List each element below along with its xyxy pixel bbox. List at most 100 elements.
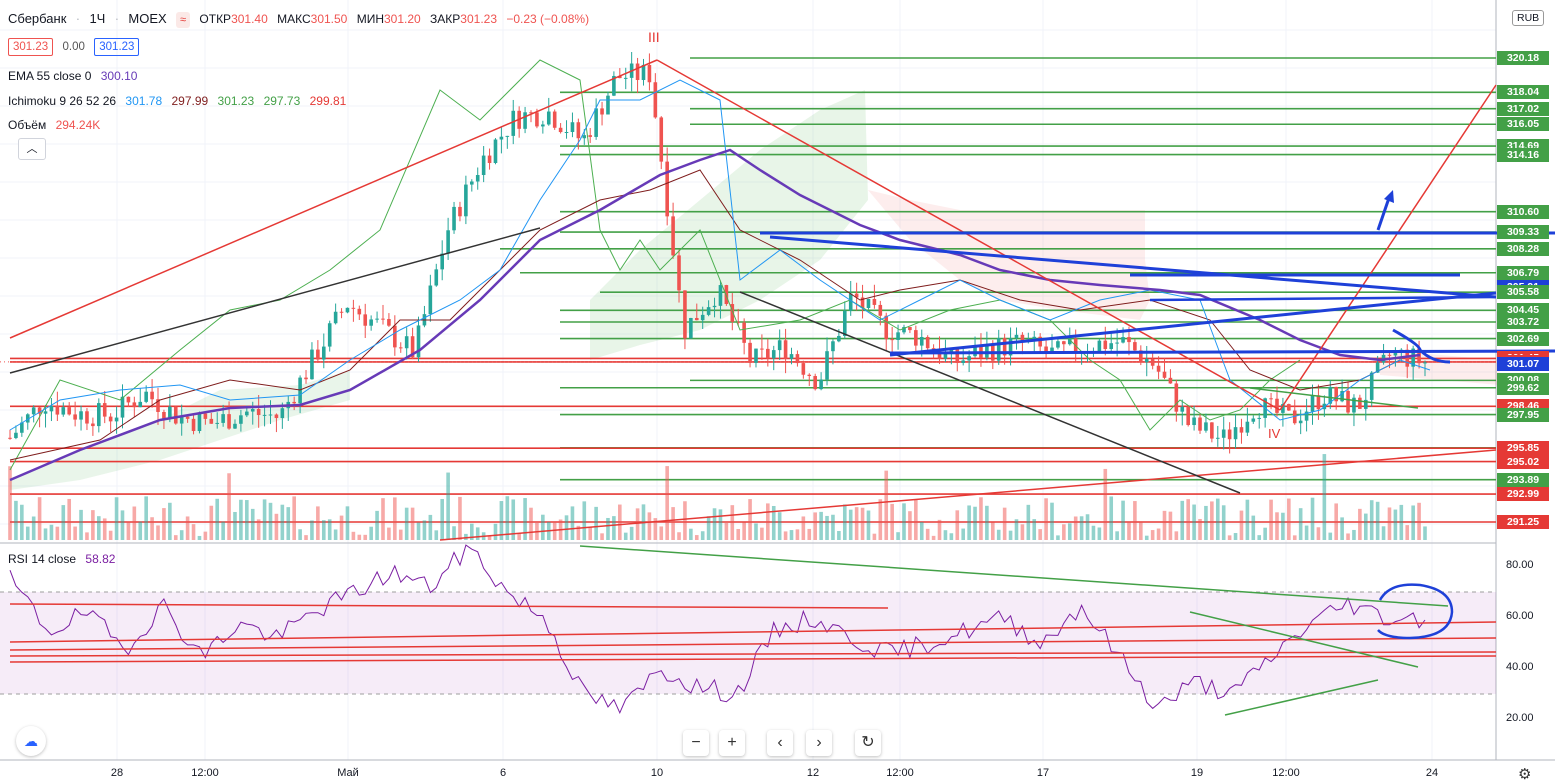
candle-body: [1411, 348, 1415, 367]
volume-bar: [848, 509, 853, 540]
volume-bar: [191, 524, 196, 540]
volume-bar: [706, 516, 711, 540]
candle-body: [860, 297, 865, 308]
volume-bar: [1363, 513, 1368, 540]
volume-bar: [1097, 527, 1102, 540]
candle-body: [333, 311, 338, 324]
candle-body: [1204, 422, 1208, 431]
volume-bar: [902, 503, 906, 540]
time-label: 12:00: [191, 767, 219, 779]
ema-legend[interactable]: EMA 55 close 0 300.10: [8, 68, 143, 84]
rsi-axis-40: 40.00: [1506, 661, 1534, 673]
candle-body: [150, 391, 154, 400]
rsi-legend[interactable]: RSI 14 close 58.82: [8, 551, 121, 567]
volume-bar: [600, 533, 604, 540]
compare-icon[interactable]: ≈: [176, 12, 191, 28]
volume-bar: [736, 528, 741, 540]
scroll-right-button[interactable]: ›: [806, 730, 832, 756]
volume-bar: [132, 506, 137, 540]
scroll-left-button[interactable]: ‹: [767, 730, 793, 756]
candle-body: [908, 327, 912, 331]
candle-body: [1050, 347, 1054, 352]
candle-body: [1269, 398, 1273, 400]
volume-bar: [623, 532, 628, 540]
open-value: 301.40: [231, 12, 268, 26]
price-axis-label: 318.04: [1497, 85, 1549, 100]
candle-body: [943, 352, 948, 359]
rsi-axis-60: 60.00: [1506, 610, 1534, 622]
volume-bar: [31, 516, 36, 540]
time-label: 28: [110, 767, 124, 779]
ichimoku-legend[interactable]: Ichimoku 9 26 52 26 301.78 297.99 301.23…: [8, 93, 352, 109]
trendline-red-long: [439, 449, 1497, 541]
candle-body: [1210, 422, 1214, 439]
rsi-band: [0, 592, 1496, 694]
candle-body: [541, 124, 545, 127]
volume-bar: [1387, 507, 1392, 540]
candle-body: [37, 407, 42, 414]
price-axis-label: 306.79: [1497, 265, 1549, 280]
buy-button[interactable]: 301.23: [94, 38, 140, 56]
candle-body: [754, 348, 758, 363]
volume-bar: [582, 501, 587, 540]
volume-bar: [1263, 527, 1267, 540]
volume-bar: [25, 526, 30, 540]
candle-body: [600, 108, 604, 115]
volume-bar: [908, 511, 912, 540]
candle-body: [742, 322, 746, 343]
price-axis-label: 292.99: [1497, 487, 1549, 502]
tradingview-logo[interactable]: ☁: [16, 726, 46, 756]
candle-body: [1174, 383, 1179, 412]
volume-bar: [943, 530, 948, 540]
collapse-legend-button[interactable]: ︿: [18, 138, 46, 160]
sell-button[interactable]: 301.23: [8, 38, 54, 56]
candle-body: [221, 414, 225, 423]
candle-body: [1115, 342, 1119, 344]
candle-body: [363, 314, 368, 326]
candle-body: [996, 338, 1001, 361]
volume-bar: [49, 524, 54, 540]
time-label: 17: [1036, 767, 1050, 779]
volume-legend[interactable]: Объём 294.24K: [8, 117, 106, 133]
zoom-out-button[interactable]: −: [683, 730, 709, 756]
volume-bar: [588, 527, 593, 540]
trendline-blue-bottom: [889, 349, 1555, 355]
candle-body: [162, 411, 166, 419]
rsi-line: [9, 544, 1426, 715]
volume-bar: [529, 507, 533, 540]
currency-badge[interactable]: RUB: [1512, 10, 1545, 26]
volume-bar: [730, 505, 735, 540]
volume-bar: [1050, 502, 1054, 540]
candle-body: [819, 379, 823, 390]
interval[interactable]: 1Ч: [89, 11, 106, 26]
volume-bar: [671, 507, 675, 540]
volume-bar: [304, 535, 308, 540]
blue-hand-curve: [1392, 328, 1451, 364]
volume-bar: [996, 529, 1001, 540]
candle-body: [1032, 336, 1037, 341]
volume-bar: [428, 514, 433, 540]
volume-bar: [949, 533, 954, 540]
volume-bar: [114, 497, 119, 540]
candle-body: [446, 230, 450, 254]
volume-bar: [1038, 529, 1042, 540]
reset-chart-button[interactable]: ↻: [855, 730, 881, 756]
zoom-in-button[interactable]: +: [719, 730, 745, 756]
volume-bar: [475, 527, 480, 540]
candle-body: [801, 363, 806, 375]
volume-bar: [896, 532, 900, 540]
candle-body: [144, 391, 148, 402]
candle-body: [937, 349, 942, 359]
candle-body: [179, 416, 184, 424]
volume-bar: [1352, 529, 1356, 540]
settings-gear-icon[interactable]: ⚙: [1518, 766, 1532, 783]
volume-bar: [1411, 505, 1415, 540]
symbol-name[interactable]: Сбербанк: [8, 11, 67, 26]
candle-body: [327, 323, 332, 347]
volume-bar: [1369, 500, 1374, 540]
volume-bar: [872, 533, 877, 540]
horizontal-levels: [0, 57, 1496, 523]
volume-bar: [1298, 508, 1303, 540]
candle-body: [487, 155, 492, 164]
